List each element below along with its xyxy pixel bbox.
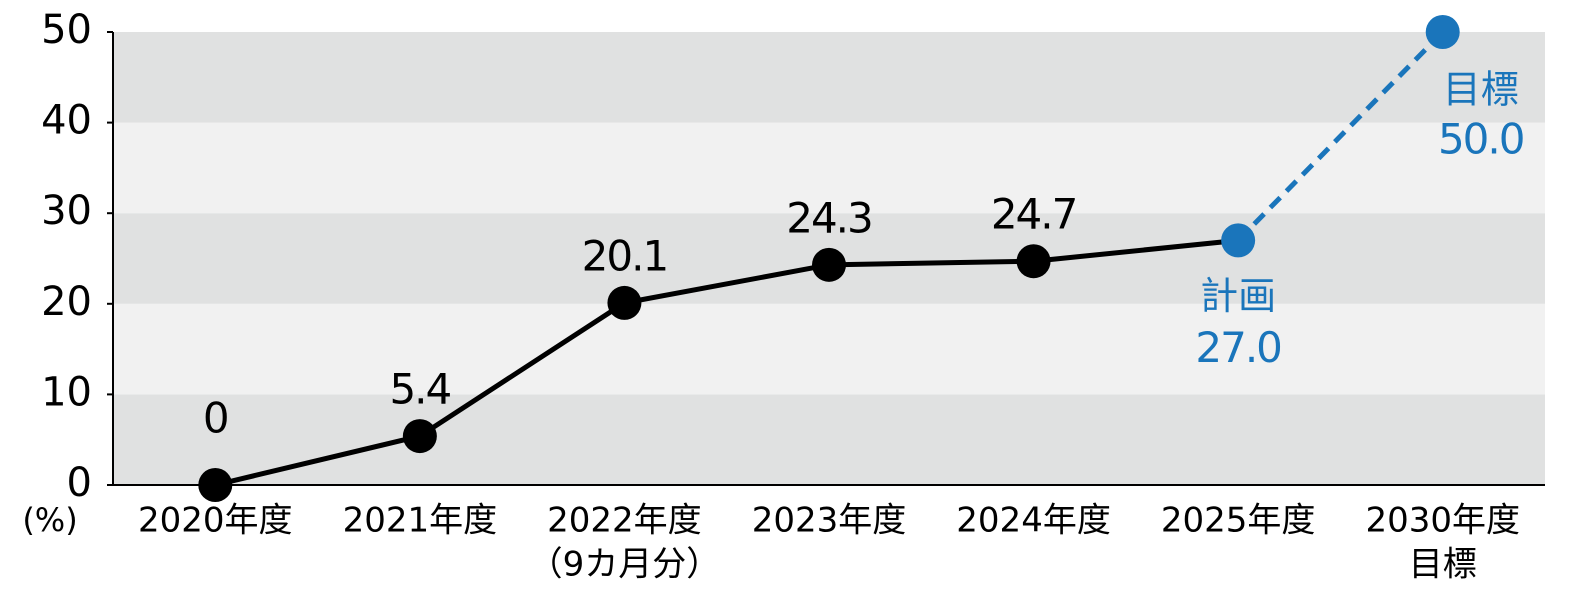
data-label: 20.1 bbox=[582, 231, 668, 280]
data-label: 0 bbox=[203, 394, 228, 443]
grid-band bbox=[113, 394, 1545, 485]
y-tick-label: 20 bbox=[41, 279, 92, 325]
x-tick-label: 2020年度 bbox=[138, 501, 293, 541]
y-tick-label: 50 bbox=[41, 7, 92, 53]
x-tick-label: 2023年度 bbox=[752, 501, 907, 541]
data-point bbox=[198, 468, 233, 502]
line bbox=[214, 237, 1239, 488]
y-tick-label: 10 bbox=[41, 369, 92, 415]
grid-band bbox=[113, 303, 1545, 395]
data-point bbox=[812, 247, 846, 282]
data-label: 24.3 bbox=[786, 193, 872, 242]
x-tick-label: 2030年度 bbox=[1365, 501, 1520, 541]
data-label: 5.4 bbox=[389, 365, 450, 414]
data-label: 50.0 bbox=[1438, 115, 1524, 164]
x-tick-note: （9カ月分） bbox=[529, 545, 721, 585]
data-point bbox=[607, 285, 642, 320]
x-tick-label: 2025年度 bbox=[1161, 501, 1316, 541]
annotation: 目標 bbox=[1443, 68, 1519, 112]
line bbox=[1236, 30, 1445, 243]
x-tick-label: 2021年度 bbox=[343, 501, 498, 541]
x-tick-label: 2022年度 bbox=[547, 501, 702, 541]
y-tick-label: 40 bbox=[41, 98, 92, 144]
y-tick-label: 0 bbox=[67, 460, 92, 506]
annotation: 計画 bbox=[1200, 274, 1276, 318]
y-tick-label: 30 bbox=[41, 188, 92, 234]
data-point bbox=[1221, 223, 1256, 258]
x-tick-label: 2024年度 bbox=[956, 501, 1111, 541]
y-unit: (%) bbox=[22, 501, 77, 539]
data-point bbox=[1016, 244, 1051, 279]
data-point bbox=[402, 419, 437, 454]
data-label: 27.0 bbox=[1195, 323, 1281, 372]
data-label: 24.7 bbox=[991, 190, 1077, 239]
x-tick-note: 目標 bbox=[1409, 545, 1477, 585]
data-point bbox=[1425, 15, 1460, 49]
grid-band bbox=[113, 32, 1545, 123]
